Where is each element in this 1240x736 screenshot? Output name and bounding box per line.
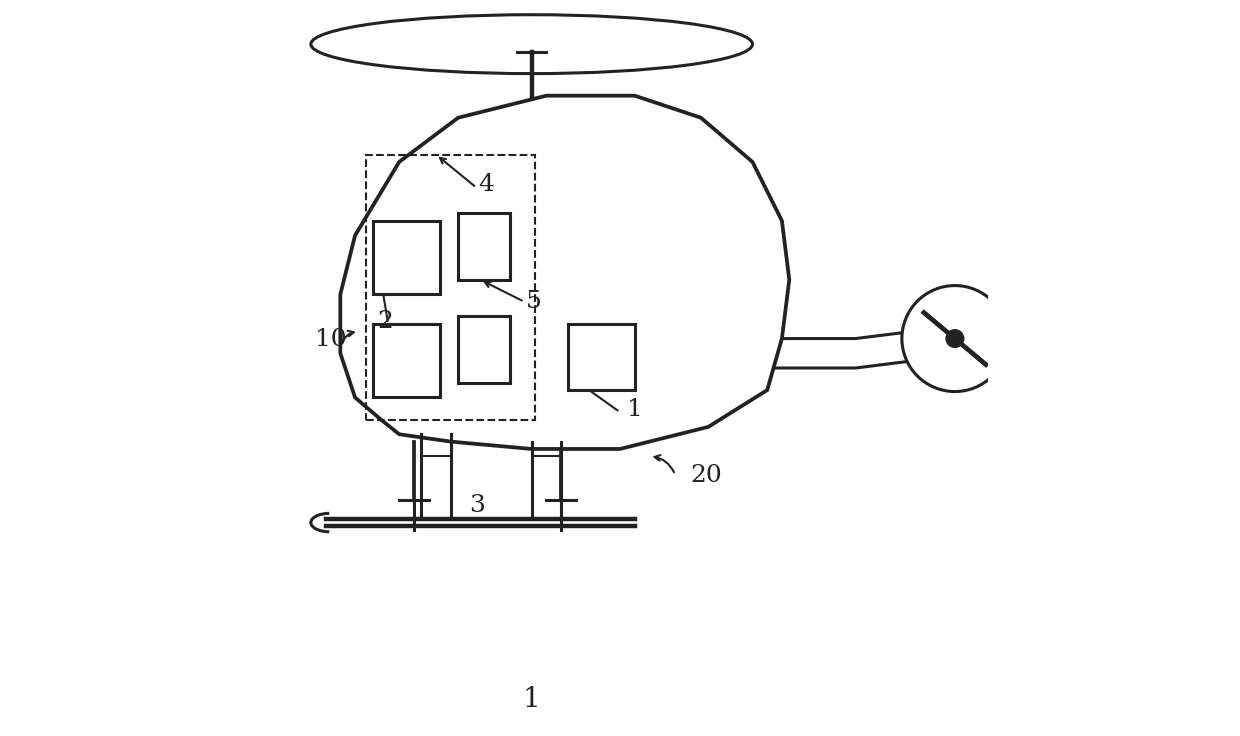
Text: 2: 2	[377, 310, 393, 333]
Text: 4: 4	[479, 174, 495, 197]
FancyBboxPatch shape	[568, 324, 635, 390]
Text: 5: 5	[526, 290, 542, 313]
PathPatch shape	[340, 96, 790, 449]
Text: 1: 1	[523, 686, 541, 712]
Circle shape	[901, 286, 1008, 392]
FancyBboxPatch shape	[458, 213, 510, 280]
Text: 10: 10	[315, 328, 346, 351]
Text: 3: 3	[469, 494, 485, 517]
FancyBboxPatch shape	[373, 324, 440, 397]
FancyBboxPatch shape	[458, 316, 510, 383]
Circle shape	[946, 330, 963, 347]
Text: 1: 1	[627, 398, 644, 421]
FancyBboxPatch shape	[373, 221, 440, 294]
PathPatch shape	[768, 316, 966, 368]
Text: 20: 20	[689, 464, 722, 487]
